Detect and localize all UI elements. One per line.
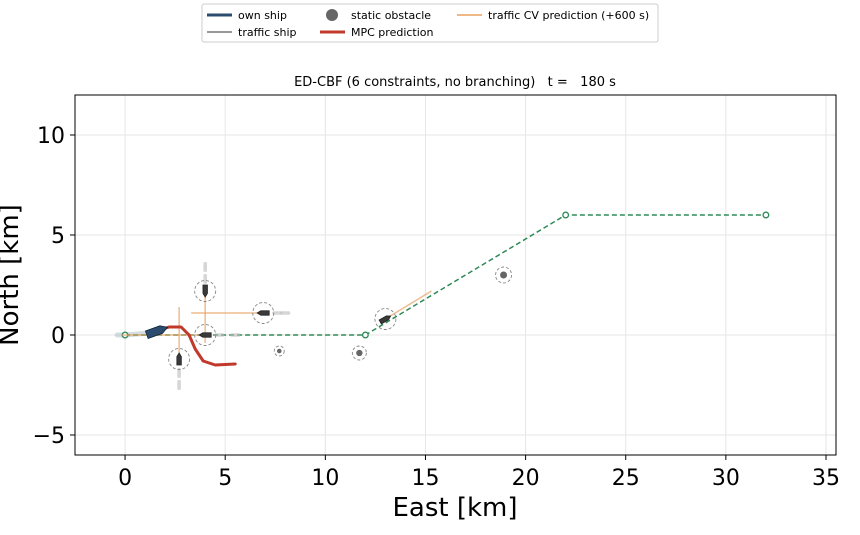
traffic-ship-past-hull xyxy=(203,262,207,272)
traffic-ship-past-hull xyxy=(280,311,291,315)
traffic-safety-circle xyxy=(194,324,217,346)
traffic-ship-past xyxy=(177,380,181,390)
x-tick-label: 20 xyxy=(512,466,540,491)
traffic-ship-past xyxy=(280,311,291,315)
mpc-prediction xyxy=(155,325,237,367)
traffic-ship-past-hull xyxy=(230,333,241,337)
traffic-safety-circle xyxy=(252,302,275,324)
y-tick-label: −5 xyxy=(33,424,65,449)
legend-item-static-obstacle: static obstacle xyxy=(326,9,431,22)
series-layer xyxy=(114,211,770,390)
static-obstacle xyxy=(356,349,363,357)
x-tick-label: 5 xyxy=(218,466,232,491)
x-tick-label: 30 xyxy=(712,466,740,491)
plot-area: 0 5 10 15 20 25 30 35 −5 0 5 10 xyxy=(33,94,840,491)
grid xyxy=(75,95,836,455)
traffic-ship-past xyxy=(230,333,241,337)
own-ship-hull xyxy=(144,325,169,340)
traffic-ship-past-hull xyxy=(203,274,207,284)
traffic-ship xyxy=(176,352,182,366)
x-tick-label: 35 xyxy=(812,466,840,491)
legend-label-traffic-ship: traffic ship xyxy=(238,26,297,39)
waypoint-marker xyxy=(562,211,570,219)
traffic-ship-past xyxy=(272,311,283,315)
traffic-ship-past xyxy=(203,262,207,272)
static-obstacle xyxy=(277,348,282,354)
traffic-ship-past-hull xyxy=(272,311,283,315)
legend-item-traffic-ship: traffic ship xyxy=(207,26,297,39)
traffic-safety-circle xyxy=(194,280,217,302)
static-obstacle-zone xyxy=(495,266,513,284)
traffic-safety-circle xyxy=(168,348,191,370)
traffic-ship-hull xyxy=(198,332,212,338)
y-axis-label: North [km] xyxy=(0,204,25,346)
traffic-ship xyxy=(202,284,208,298)
legend-item-mpc-prediction: MPC prediction xyxy=(320,26,434,39)
x-tick-label: 10 xyxy=(311,466,339,491)
y-tick-label: 0 xyxy=(51,324,65,349)
static-obstacle-zone xyxy=(273,345,285,357)
y-axis: −5 0 5 10 xyxy=(33,124,75,449)
legend-label-own-ship: own ship xyxy=(238,9,287,22)
y-tick-label: 5 xyxy=(51,224,65,249)
traffic-ship xyxy=(256,310,270,316)
x-tick-label: 15 xyxy=(411,466,439,491)
x-axis: 0 5 10 15 20 25 30 35 xyxy=(118,455,840,491)
waypoint-marker xyxy=(361,331,369,339)
legend-item-own-ship: own ship xyxy=(207,9,287,22)
legend-label-traffic-cv-prediction: traffic CV prediction (+600 s) xyxy=(488,9,649,22)
traffic-ship-past-hull xyxy=(214,333,225,337)
legend-item-traffic-cv-prediction: traffic CV prediction (+600 s) xyxy=(457,9,649,22)
waypoint-route xyxy=(125,214,766,336)
traffic-ship-past xyxy=(177,368,181,378)
static-obstacle-zone xyxy=(351,345,367,361)
waypoint-marker xyxy=(762,211,770,219)
traffic-ship-hull xyxy=(256,310,270,316)
plot-frame xyxy=(74,94,837,456)
traffic-safety-circle xyxy=(374,308,397,330)
legend: own ship traffic ship static obstacle MP… xyxy=(201,3,659,43)
traffic-ship xyxy=(378,315,392,325)
x-tick-label: 25 xyxy=(612,466,640,491)
legend-label-static-obstacle: static obstacle xyxy=(351,9,431,22)
traffic-ship-past-hull xyxy=(177,380,181,390)
x-tick-label: 0 xyxy=(118,466,132,491)
traffic-ship-past xyxy=(203,274,207,284)
traffic-ship-hull xyxy=(378,315,392,325)
traffic-ship xyxy=(198,332,212,338)
y-tick-label: 10 xyxy=(37,124,65,149)
traffic-ship-past-hull xyxy=(177,368,181,378)
traffic-ship-hull xyxy=(202,284,208,298)
traffic-ship-past xyxy=(214,333,225,337)
own-ship xyxy=(144,325,169,340)
x-axis-label: East [km] xyxy=(392,493,517,523)
legend-label-mpc-prediction: MPC prediction xyxy=(351,26,434,39)
traffic-ship-hull xyxy=(176,352,182,366)
traffic-cv-prediction xyxy=(385,290,432,320)
static-obstacle xyxy=(500,271,508,279)
chart-title: ED-CBF (6 constraints, no branching) t =… xyxy=(294,75,616,90)
